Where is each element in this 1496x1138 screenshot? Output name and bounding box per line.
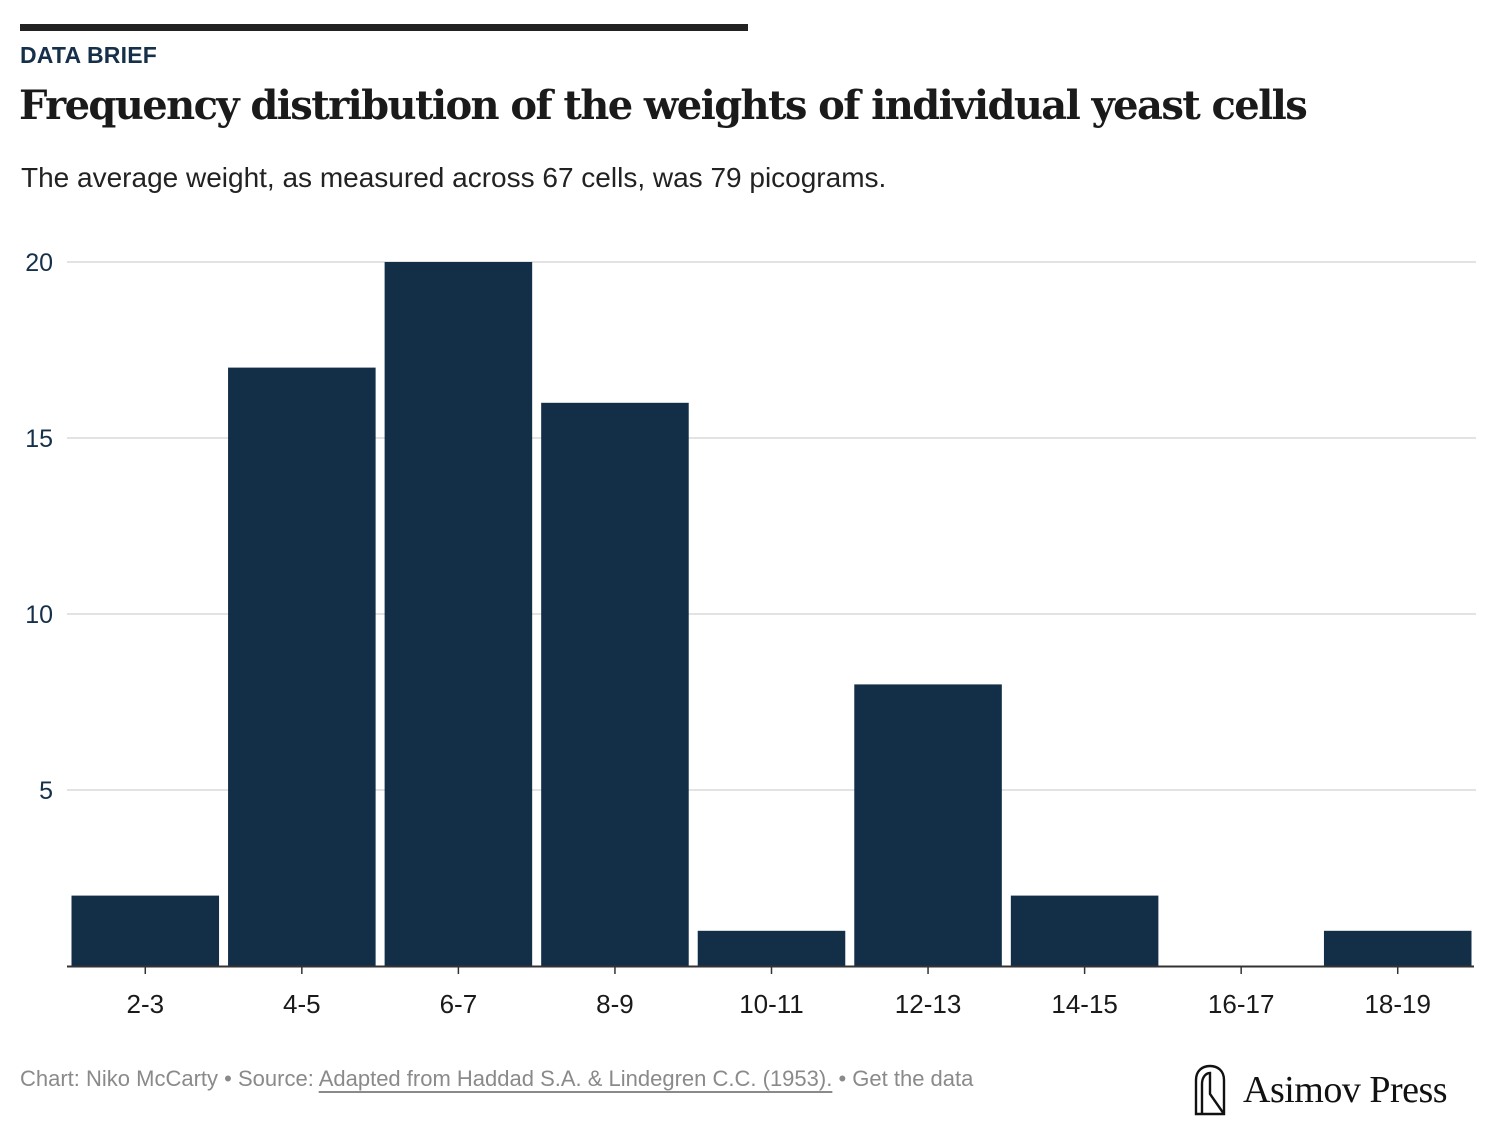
x-tick-label: 14-15: [1051, 989, 1118, 1019]
separator: •: [218, 1066, 238, 1091]
bar-4-5: [228, 367, 376, 967]
footer: Chart: Niko McCarty • Source: Adapted fr…: [20, 1066, 973, 1092]
bar-8-9: [541, 402, 689, 966]
brand[interactable]: Asimov Press: [1193, 1064, 1448, 1116]
y-tick-label: 15: [25, 425, 53, 453]
bar-14-15: [1010, 895, 1159, 966]
source-prefix: Source:: [237, 1066, 319, 1091]
get-data-link[interactable]: Get the data: [852, 1066, 974, 1091]
x-tick-label: 4-5: [283, 989, 321, 1019]
bar-18-19: [1323, 930, 1472, 966]
bar-2-3: [71, 895, 220, 966]
source-link[interactable]: Adapted from Haddad S.A. & Lindegren C.C…: [318, 1066, 833, 1091]
bars: [71, 262, 1472, 967]
y-tick-label: 20: [25, 249, 53, 277]
chart-credit: Chart: Niko McCarty: [20, 1066, 219, 1091]
bar-12-13: [854, 684, 1002, 966]
bar-6-7: [384, 262, 533, 966]
x-tick-label: 2-3: [126, 989, 164, 1019]
bar-10-11: [697, 930, 846, 966]
brand-name: Asimov Press: [1243, 1069, 1448, 1111]
x-tick-label: 18-19: [1364, 989, 1431, 1019]
y-tick-label: 5: [39, 777, 53, 805]
chart-subtitle: The average weight, as measured across 6…: [21, 162, 887, 193]
asimov-logo-icon: [1194, 1064, 1226, 1116]
y-axis: 5 10 15 20: [25, 249, 53, 805]
x-tick-label: 12-13: [895, 989, 962, 1019]
chart-title: Frequency distribution of the weights of…: [19, 82, 1308, 129]
x-tick-label: 16-17: [1208, 989, 1275, 1019]
x-axis: 2-3 4-5 6-7 8-9 10-11 12-13 14-15 16-17 18-19: [67, 965, 1474, 1019]
x-tick-label: 6-7: [440, 989, 478, 1019]
x-tick-label: 10-11: [739, 989, 804, 1019]
x-tick-label: 8-9: [596, 989, 634, 1019]
kicker: DATA BRIEF: [20, 42, 158, 68]
y-tick-label: 10: [25, 601, 53, 629]
top-rule: [20, 24, 748, 31]
separator: •: [832, 1066, 853, 1091]
